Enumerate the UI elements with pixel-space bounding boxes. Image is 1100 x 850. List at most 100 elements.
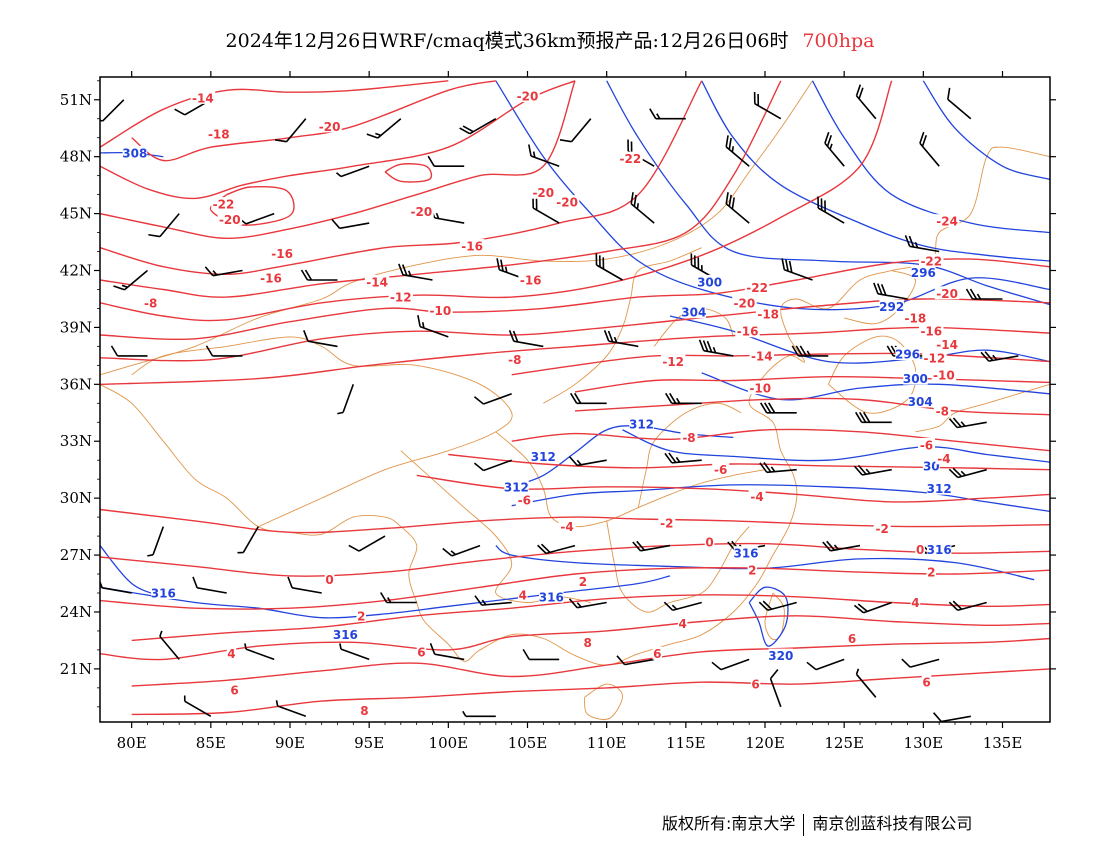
footer-separator	[803, 813, 805, 836]
temperature-contour-label: 6	[922, 676, 930, 690]
wind-barb	[791, 345, 829, 357]
height-contour-label-bg	[768, 648, 794, 662]
chart-title: 2024年12月26日WRF/cmaq模式36km预报产品:12月26日06时 7…	[0, 26, 1100, 53]
height-contour	[100, 575, 671, 619]
height-contour-label: 316	[539, 590, 564, 604]
temperature-contour-label: -4	[560, 520, 573, 534]
footer-copyright: 版权所有:南京大学	[662, 814, 796, 833]
temperature-contour-label: -16	[271, 247, 293, 261]
wind-barb	[817, 196, 845, 224]
temperature-contour-label-bg	[269, 246, 295, 260]
wind-barb	[855, 84, 877, 120]
wind-barb	[331, 218, 370, 230]
wind-barb	[159, 630, 180, 660]
wind-barb	[616, 655, 655, 666]
height-contour-label: 312	[531, 450, 556, 464]
wind-barb	[110, 345, 148, 357]
wind-barb	[948, 467, 987, 479]
lat-tick-label: 33N	[60, 432, 92, 450]
temperature-contour-label-bg	[873, 521, 891, 535]
temperature-contour-label-bg	[506, 352, 524, 366]
temperature-contour-label-bg	[933, 403, 951, 417]
height-contour-label: 312	[927, 482, 952, 496]
temperature-contour-label-bg	[459, 238, 485, 252]
height-contour-label-bg	[122, 145, 148, 159]
temperature-contour-label: -24	[936, 215, 958, 229]
wind-barb	[205, 345, 243, 357]
boundary-line	[543, 247, 702, 404]
temperature-contour-label-bg	[919, 254, 944, 267]
temperature-contour-label: -22	[620, 152, 642, 166]
wind-barb	[274, 118, 307, 143]
temperature-contour-label-bg	[518, 273, 543, 286]
wind-barb	[459, 118, 497, 135]
wind-barb	[192, 576, 227, 594]
title-main: 2024年12月26日WRF/cmaq模式36km预报产品:12月26日06时	[225, 30, 789, 52]
temperature-contour-label: -20	[556, 196, 578, 210]
temperature-contour	[100, 80, 782, 298]
temperature-contour-label: 0	[916, 543, 924, 557]
temperature-contour-label: -6	[518, 494, 531, 508]
temperature-contour-label-bg	[409, 204, 434, 218]
temperature-contour	[131, 668, 1050, 716]
temperature-contour-label-bg	[744, 280, 770, 294]
height-contour	[922, 80, 1050, 181]
temperature-contour-label-bg	[748, 381, 773, 395]
temperature-contour-label: -22	[746, 281, 768, 295]
temperature-contour-label: -16	[260, 272, 282, 286]
height-contour-label: 320	[768, 649, 793, 663]
temperature-contour-label-bg	[416, 644, 427, 658]
wind-barb	[947, 87, 972, 120]
wind-barb	[781, 258, 813, 281]
temperature-contour-label: 0	[325, 573, 333, 587]
temperature-contour-label-bg	[652, 646, 663, 660]
temperature-contour-label: -18	[208, 127, 230, 141]
wind-barb	[568, 598, 607, 609]
temperature-contour-label-bg	[922, 350, 947, 364]
height-contour-label-bg	[629, 417, 654, 431]
wind-barb	[649, 108, 686, 120]
height-contour-label-bg	[911, 265, 936, 279]
temperature-contour-label-bg	[317, 119, 342, 133]
wind-barb	[303, 330, 338, 348]
temperature-contour-label-bg	[935, 451, 953, 465]
wind-barb	[769, 669, 782, 708]
temperature-contour	[131, 594, 1050, 642]
temperature-contour-label-bg	[211, 197, 236, 211]
lon-tick-label: 135E	[983, 734, 1023, 752]
temperature-contour-label-bg	[428, 303, 453, 317]
height-contour	[748, 586, 789, 647]
temperature-contour-label: -12	[390, 291, 412, 305]
wind-barb	[806, 658, 845, 671]
temperature-contour-label: 0	[705, 535, 713, 549]
wind-barb	[148, 213, 180, 238]
boundary-line	[131, 336, 513, 528]
temperature-contour-label: -12	[662, 355, 684, 369]
wind-barb	[522, 648, 560, 661]
temperature-contour-label: -6	[714, 463, 727, 477]
temperature-contour-label: 6	[230, 683, 238, 697]
height-contour-label: 312	[504, 480, 529, 494]
wind-barb	[300, 269, 338, 281]
temperature-contour-label: 2	[357, 609, 365, 623]
height-contour-label-bg	[879, 299, 904, 313]
temperature-contour-label: 4	[911, 596, 919, 610]
temperature-contour-label-bg	[934, 214, 960, 228]
wind-barb	[244, 643, 275, 661]
wind-barb	[855, 668, 877, 698]
wind-barb	[275, 700, 307, 718]
lon-tick-label: 100E	[429, 734, 469, 752]
footer: 版权所有:南京大学 南京创蓝科技有限公司	[662, 810, 972, 836]
wind-barb	[398, 263, 433, 281]
temperature-contour-label-bg	[903, 310, 928, 324]
temperature-contour-label-bg	[558, 519, 576, 533]
temperature-contour-label: 4	[679, 617, 687, 631]
wind-barb	[853, 601, 892, 614]
height-contour-label: 304	[681, 306, 706, 320]
boundary-line	[100, 146, 1050, 666]
height-contour	[511, 484, 1050, 513]
wind-barb	[204, 266, 243, 277]
height-contour-label-bg	[539, 589, 564, 603]
height-contour	[495, 80, 1050, 311]
temperature-contour-label: 6	[653, 647, 661, 661]
